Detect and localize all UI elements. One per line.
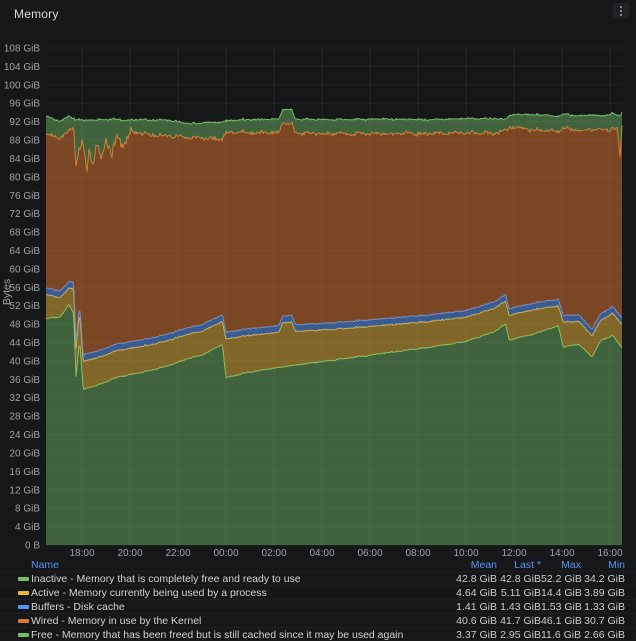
series-color-swatch[interactable] [18,577,29,581]
series-last-value: 42.8 GiB [497,573,541,585]
legend-col-max[interactable]: Max [541,559,581,571]
y-axis-tick-label: 8 GiB [15,504,40,515]
y-axis-tick-label: 48 GiB [9,320,40,331]
series-last-value: 1.43 GiB [497,601,541,613]
series-max-value: 11.6 GiB [541,629,581,641]
legend-row: Inactive - Memory that is completely fre… [0,571,636,585]
series-label[interactable]: Inactive - Memory that is completely fre… [31,573,439,585]
y-axis-tick-label: 92 GiB [9,117,40,128]
y-axis-tick-label: 44 GiB [9,338,40,349]
y-axis-tick-label: 52 GiB [9,301,40,312]
series-mean-value: 4.64 GiB [439,587,497,599]
legend-row: Buffers - Disk cache 1.41 GiB 1.43 GiB 1… [0,599,636,613]
series-last-value: 41.7 GiB [497,615,541,627]
series-mean-value: 42.8 GiB [439,573,497,585]
memory-panel: Memory 0 B 4 GiB 8 GiB 12 GiB 16 GiB 20 GiB 24… [0,0,636,640]
x-axis-tick-label: 00:00 [213,548,238,557]
legend-header-row: Name Mean Last * Max Min [0,558,636,571]
series-label[interactable]: Buffers - Disk cache [31,601,439,613]
series-max-value: 14.4 GiB [541,587,581,599]
memory-usage-chart[interactable]: 0 B 4 GiB 8 GiB 12 GiB 16 GiB 20 GiB 24 GiB 28 … [0,0,636,557]
series-mean-value: 1.41 GiB [439,601,497,613]
legend-col-last[interactable]: Last * [497,559,541,571]
y-axis-tick-label: 64 GiB [9,246,40,257]
y-axis-tick-label: 0 B [25,541,40,552]
x-axis-tick-label: 06:00 [357,548,382,557]
x-axis-tick-label: 20:00 [117,548,142,557]
series-label[interactable]: Active - Memory currently being used by … [31,587,439,599]
y-axis-tick-label: 60 GiB [9,264,40,275]
series-min-value: 3.89 GiB [581,587,625,599]
panel-title[interactable]: Memory [14,7,59,21]
x-axis-tick-label: 12:00 [501,548,526,557]
x-axis-tick-label: 18:00 [69,548,94,557]
y-axis-tick-label: 40 GiB [9,356,40,367]
series-max-value: 52.2 GiB [541,573,581,585]
y-axis-tick-label: 24 GiB [9,430,40,441]
y-axis-tick-label: 108 GiB [4,44,40,55]
x-axis-tick-label: 14:00 [549,548,574,557]
legend-col-mean[interactable]: Mean [439,559,497,571]
y-axis-tick-label: 36 GiB [9,375,40,386]
legend-table: Name Mean Last * Max Min Inactive - Memo… [0,557,636,640]
x-axis-tick-label: 10:00 [453,548,478,557]
x-axis-tick-label: 16:00 [597,548,622,557]
series-last-value: 5.11 GiB [497,587,541,599]
y-axis-tick-label: 20 GiB [9,449,40,460]
series-mean-value: 40.6 GiB [439,615,497,627]
series-mean-value: 3.37 GiB [439,629,497,641]
series-color-swatch[interactable] [18,633,29,637]
y-axis-tick-label: 72 GiB [9,209,40,220]
legend-row: Wired - Memory in use by the Kernel 40.6… [0,613,636,627]
x-axis-tick-label: 22:00 [165,548,190,557]
y-axis-tick-label: 16 GiB [9,467,40,478]
legend-col-min[interactable]: Min [581,559,625,571]
series-color-swatch[interactable] [18,605,29,609]
y-axis-tick-label: 12 GiB [9,485,40,496]
y-axis-tick-label: 100 GiB [4,80,40,91]
y-axis-title: Bytes [1,279,13,305]
y-axis-tick-label: 84 GiB [9,154,40,165]
y-axis-tick-label: 28 GiB [9,412,40,423]
y-axis-tick-label: 88 GiB [9,136,40,147]
series-max-value: 46.1 GiB [541,615,581,627]
panel-header: Memory [0,0,636,28]
series-color-swatch[interactable] [18,591,29,595]
chart-canvas[interactable]: 0 B 4 GiB 8 GiB 12 GiB 16 GiB 20 GiB 24 GiB 28 … [0,0,636,557]
x-axis-tick-label: 02:00 [261,548,286,557]
x-axis-tick-label: 04:00 [309,548,334,557]
y-axis-tick-label: 80 GiB [9,172,40,183]
legend-col-name[interactable]: Name [31,559,439,571]
y-axis-tick-label: 56 GiB [9,283,40,294]
series-max-value: 1.53 GiB [541,601,581,613]
panel-menu-icon[interactable] [613,3,629,18]
legend-row: Active - Memory currently being used by … [0,585,636,599]
series-label[interactable]: Wired - Memory in use by the Kernel [31,615,439,627]
series-last-value: 2.95 GiB [497,629,541,641]
series-min-value: 34.2 GiB [581,573,625,585]
y-axis-tick-label: 96 GiB [9,99,40,110]
series-label[interactable]: Free - Memory that has been freed but is… [31,629,439,641]
y-axis-tick-label: 4 GiB [15,522,40,533]
series-min-value: 2.66 GiB [581,629,625,641]
legend-row: Free - Memory that has been freed but is… [0,627,636,641]
series-min-value: 30.7 GiB [581,615,625,627]
y-axis-tick-label: 32 GiB [9,393,40,404]
y-axis-tick-label: 76 GiB [9,191,40,202]
series-min-value: 1.33 GiB [581,601,625,613]
y-axis-tick-label: 104 GiB [4,62,40,73]
series-color-swatch[interactable] [18,619,29,623]
y-axis-tick-label: 68 GiB [9,228,40,239]
x-axis-tick-label: 08:00 [405,548,430,557]
